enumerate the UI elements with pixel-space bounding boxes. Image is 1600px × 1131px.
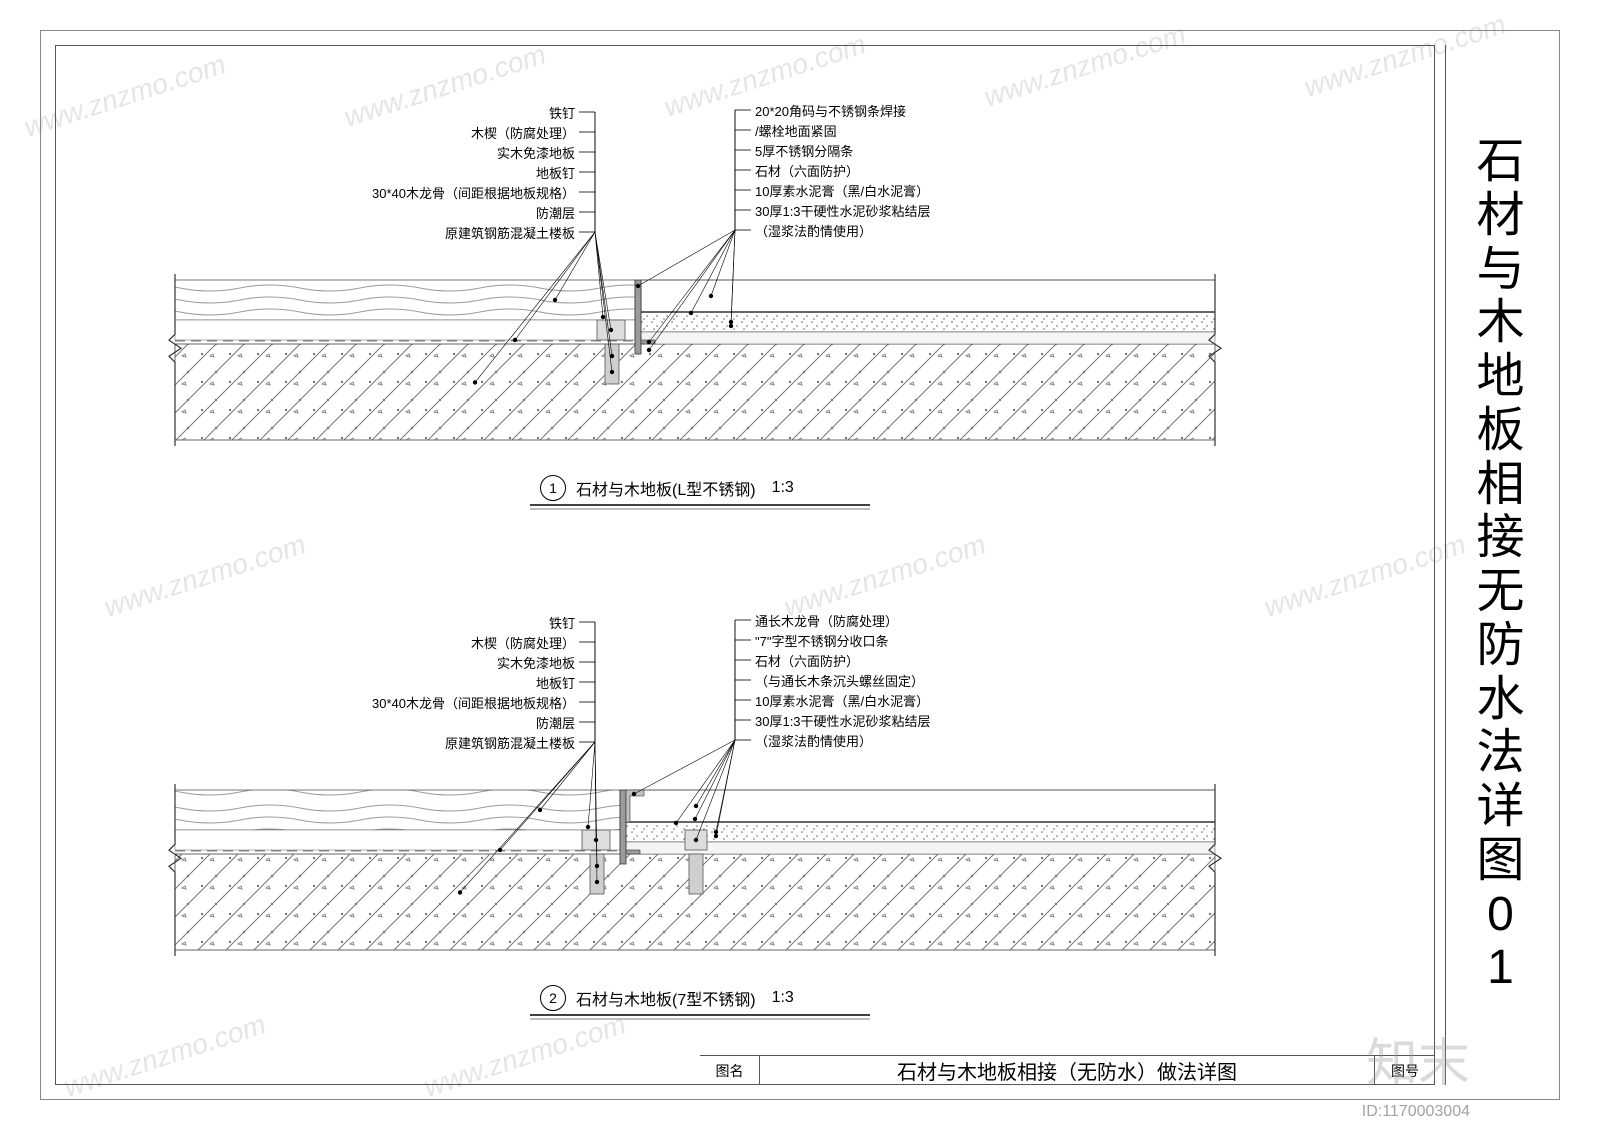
callout-label-right: 30厚1:3干硬性水泥砂浆粘结层 <box>755 711 1115 730</box>
callout-label-left: 防潮层 <box>275 203 575 222</box>
callout-label-left: 实木免漆地板 <box>275 653 575 672</box>
callout-label-left: 铁钉 <box>275 613 575 632</box>
callout-label-left: 防潮层 <box>275 713 575 732</box>
callout-label-left: 地板钉 <box>275 163 575 182</box>
callout-label-left: 木楔（防腐处理） <box>275 633 575 652</box>
callout-label-left: 30*40木龙骨（间距根据地板规格） <box>275 693 575 712</box>
callout-label-left: 原建筑钢筋混凝土楼板 <box>275 223 575 242</box>
callout-label-right: 石材（六面防护） <box>755 651 1115 670</box>
drawing-page: www.znzmo.com www.znzmo.com www.znzmo.co… <box>0 0 1600 1131</box>
detail-number-1: 1 <box>540 475 566 501</box>
callout-label-right: 石材（六面防护） <box>755 161 1115 180</box>
callout-label-right: 20*20角码与不锈钢条焊接 <box>755 101 1115 120</box>
title-block: 图名 石材与木地板相接（无防水）做法详图 图号 <box>700 1055 1435 1085</box>
callout-label-right: 10厚素水泥膏（黑/白水泥膏） <box>755 181 1115 200</box>
title-block-name-label: 图名 <box>700 1056 760 1085</box>
callout-label-right: 10厚素水泥膏（黑/白水泥膏） <box>755 691 1115 710</box>
callout-label-left: 木楔（防腐处理） <box>275 123 575 142</box>
detail-scale-2: 1:3 <box>772 989 794 1007</box>
callout-label-right: （湿浆法酌情使用） <box>755 221 1115 240</box>
id-text: ID:1170003004 <box>1362 1103 1470 1121</box>
callout-label-left: 地板钉 <box>275 673 575 692</box>
detail-caption-2: 2 石材与木地板(7型不锈钢) 1:3 <box>540 985 794 1011</box>
callout-label-right: 30厚1:3干硬性水泥砂浆粘结层 <box>755 201 1115 220</box>
title-block-sheet-label: 图号 <box>1375 1056 1435 1085</box>
callout-label-left: 实木免漆地板 <box>275 143 575 162</box>
callout-label-right: （湿浆法酌情使用） <box>755 731 1115 750</box>
detail-number-2: 2 <box>540 985 566 1011</box>
detail-caption-1: 1 石材与木地板(L型不锈钢) 1:3 <box>540 475 794 501</box>
detail-title-2: 石材与木地板(7型不锈钢) <box>576 986 756 1010</box>
title-block-name-value: 石材与木地板相接（无防水）做法详图 <box>760 1056 1375 1085</box>
callout-label-right: 5厚不锈钢分隔条 <box>755 141 1115 160</box>
detail-title-1: 石材与木地板(L型不锈钢) <box>576 476 756 500</box>
callout-label-right: 通长木龙骨（防腐处理） <box>755 611 1115 630</box>
callout-label-left: 30*40木龙骨（间距根据地板规格） <box>275 183 575 202</box>
callout-label-right: （与通长木条沉头螺丝固定） <box>755 671 1115 690</box>
callout-label-left: 原建筑钢筋混凝土楼板 <box>275 733 575 752</box>
detail-scale-1: 1:3 <box>772 479 794 497</box>
callout-label-left: 铁钉 <box>275 103 575 122</box>
callout-label-right: /螺栓地面紧固 <box>755 121 1115 140</box>
callout-label-right: "7"字型不锈钢分收口条 <box>755 631 1115 650</box>
